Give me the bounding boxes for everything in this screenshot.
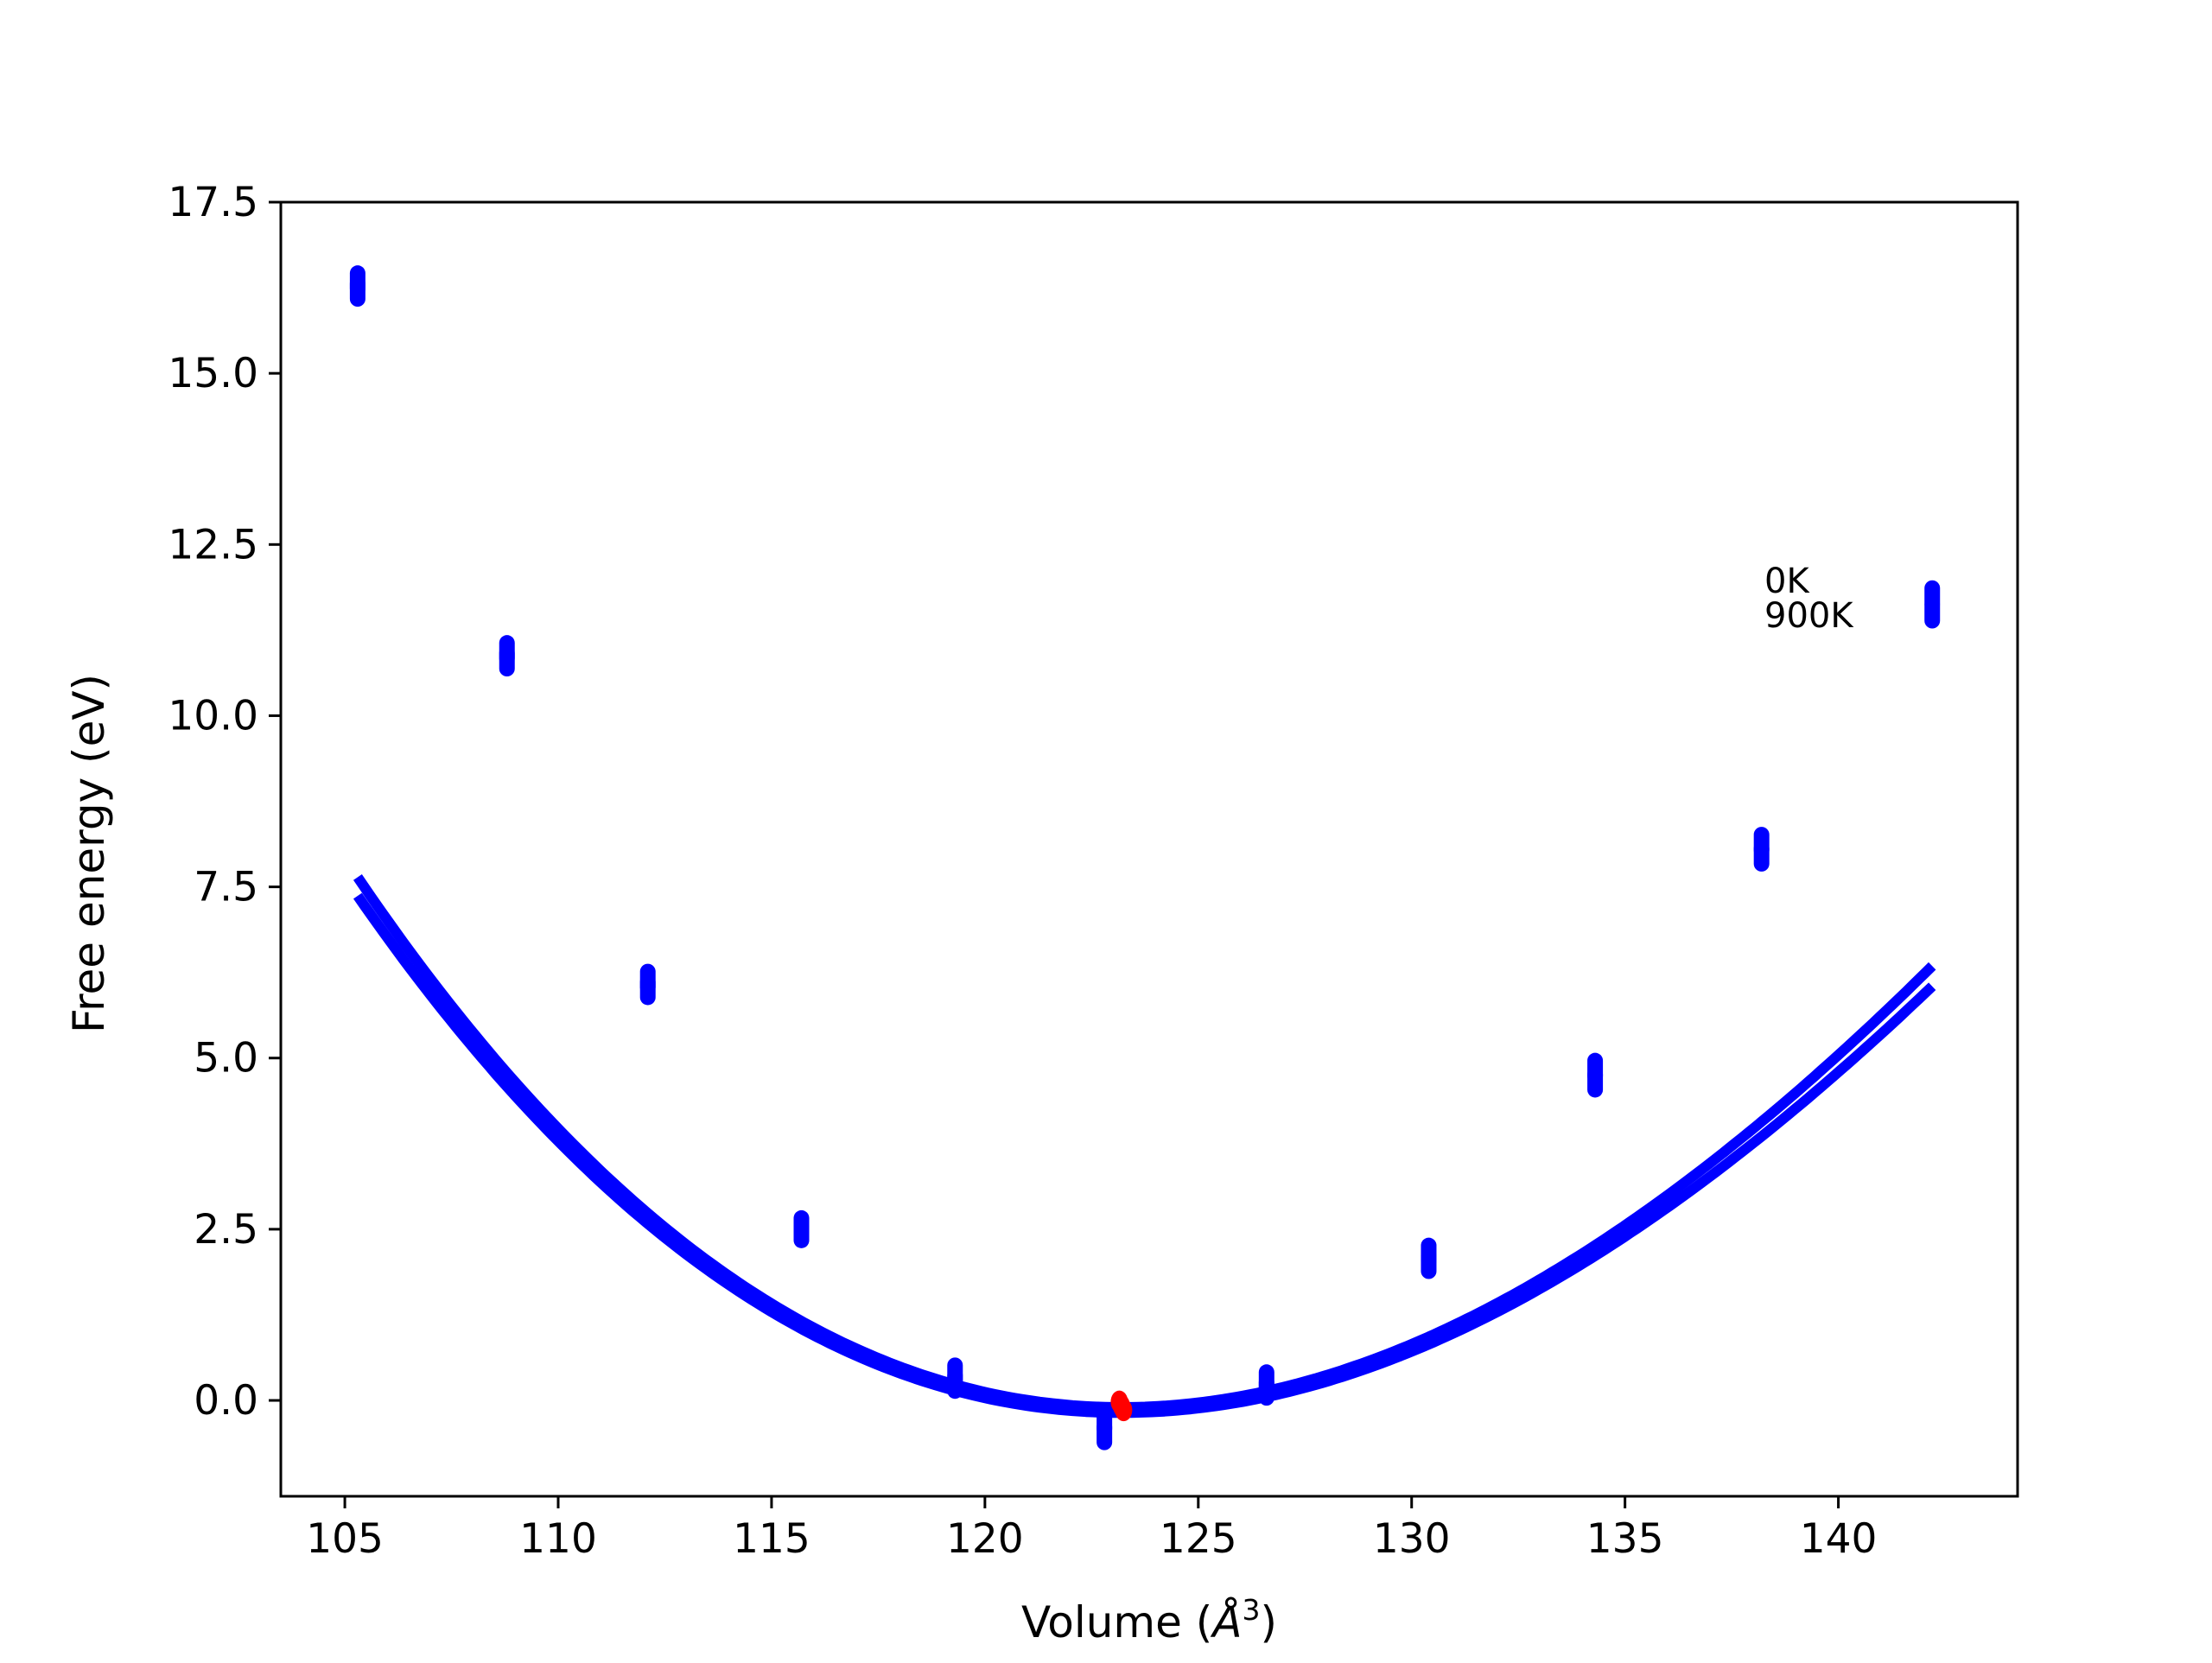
x-tick-label: 140 [1800,1515,1878,1563]
x-tick-label: 115 [733,1515,810,1563]
plot-area [349,265,1941,1450]
x-tick-label: 110 [519,1515,597,1563]
y-tick-label: 17.5 [168,179,258,226]
y-tick-label: 2.5 [194,1206,258,1254]
x-tick-label: 105 [306,1515,384,1563]
x-tick-label: 120 [946,1515,1024,1563]
legend-label-900k: 900K [1764,596,1854,636]
y-tick-label: 0.0 [194,1377,258,1425]
legend-label-0k: 0K [1764,562,1810,601]
x-axis-label: Volume (Å3) [1021,1593,1277,1647]
x-tick-label: 125 [1160,1515,1237,1563]
y-tick-label: 10.0 [168,692,258,739]
y-tick-label: 12.5 [168,521,258,568]
x-tick-label: 135 [1586,1515,1664,1563]
x-axis-label-unit: Å [1210,1597,1242,1647]
y-tick-label: 5.0 [194,1035,258,1082]
minimum-point [1115,1399,1133,1422]
y-axis-label: Free energy (eV) [64,674,114,1033]
x-tick-label: 130 [1373,1515,1451,1563]
fit-curve-900k [353,892,1936,1419]
fit-curve-0k [353,874,1936,1412]
y-tick-label: 7.5 [194,864,258,911]
y-axis: 0.0 2.5 5.0 7.5 10.0 12.5 15.0 17.5 [168,179,281,1425]
x-axis: 105 110 115 120 125 130 135 140 [306,1496,1877,1563]
x-axis-label-suffix: ) [1261,1597,1278,1647]
plot-frame [279,200,2019,1498]
x-axis-label-prefix: Volume ( [1021,1597,1212,1647]
x-axis-label-exponent: 3 [1243,1593,1261,1627]
y-tick-label: 15.0 [168,350,258,397]
